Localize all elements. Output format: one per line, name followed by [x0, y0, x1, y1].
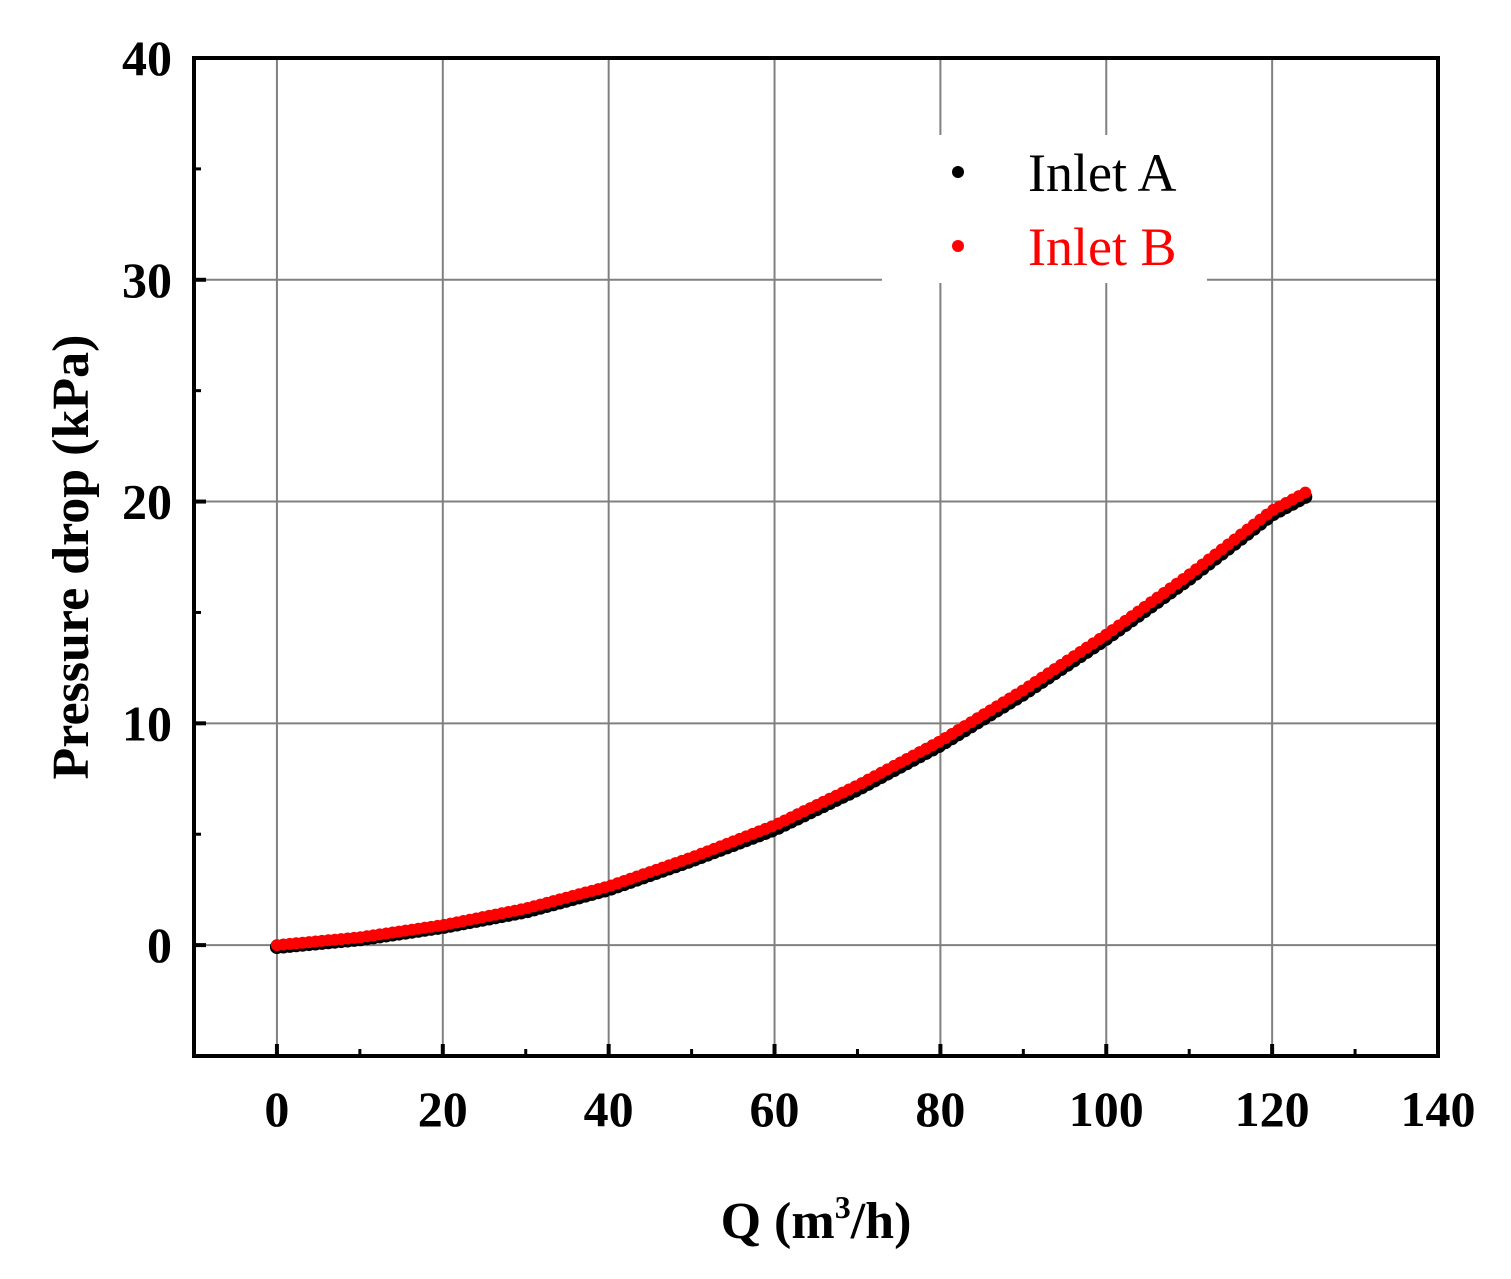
x-tick-label-80: 80	[915, 1081, 965, 1137]
legend-background	[882, 135, 1207, 283]
plot-frame	[192, 56, 1440, 1058]
x-tick-label-60: 60	[750, 1081, 800, 1137]
legend-label-inlet-a: Inlet A	[1028, 143, 1176, 203]
x-axis-title: Q (m3/h)	[721, 1189, 912, 1250]
x-tick-label-20: 20	[418, 1081, 468, 1137]
x-tick-label-140: 140	[1401, 1081, 1476, 1137]
y-tick-label-20: 20	[122, 474, 172, 530]
series-inlet-a	[269, 489, 1313, 955]
x-axis-title-tail: /h)	[850, 1193, 912, 1250]
y-tick-label-0: 0	[147, 917, 172, 973]
axis-ticks	[194, 56, 1440, 1056]
x-axis-title-superscript: 3	[835, 1189, 851, 1225]
series-inlet-b	[270, 486, 1312, 952]
x-tick-labels: 0 20 40 60 80 100 120 140	[264, 1081, 1475, 1137]
y-tick-label-40: 40	[122, 30, 172, 86]
x-tick-label-120: 120	[1235, 1081, 1310, 1137]
y-tick-label-30: 30	[122, 252, 172, 308]
legend-marker-inlet-b	[952, 240, 964, 252]
legend-marker-inlet-a	[952, 166, 964, 178]
x-axis-title-base: Q (m	[721, 1193, 835, 1250]
legend-label-inlet-b: Inlet B	[1028, 217, 1176, 277]
grid-lines	[194, 58, 1438, 1056]
y-tick-label-10: 10	[122, 695, 172, 751]
x-tick-label-0: 0	[264, 1081, 289, 1137]
data-series	[269, 486, 1313, 955]
x-tick-label-100: 100	[1069, 1081, 1144, 1137]
y-axis-title: Pressure drop (kPa)	[43, 335, 100, 780]
x-tick-label-40: 40	[584, 1081, 634, 1137]
legend: Inlet A Inlet B	[882, 135, 1207, 283]
data-point	[1299, 486, 1312, 499]
y-tick-labels: 0 10 20 30 40	[122, 30, 172, 973]
